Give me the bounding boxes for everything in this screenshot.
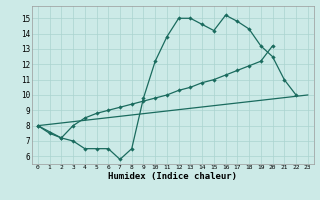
X-axis label: Humidex (Indice chaleur): Humidex (Indice chaleur): [108, 172, 237, 181]
